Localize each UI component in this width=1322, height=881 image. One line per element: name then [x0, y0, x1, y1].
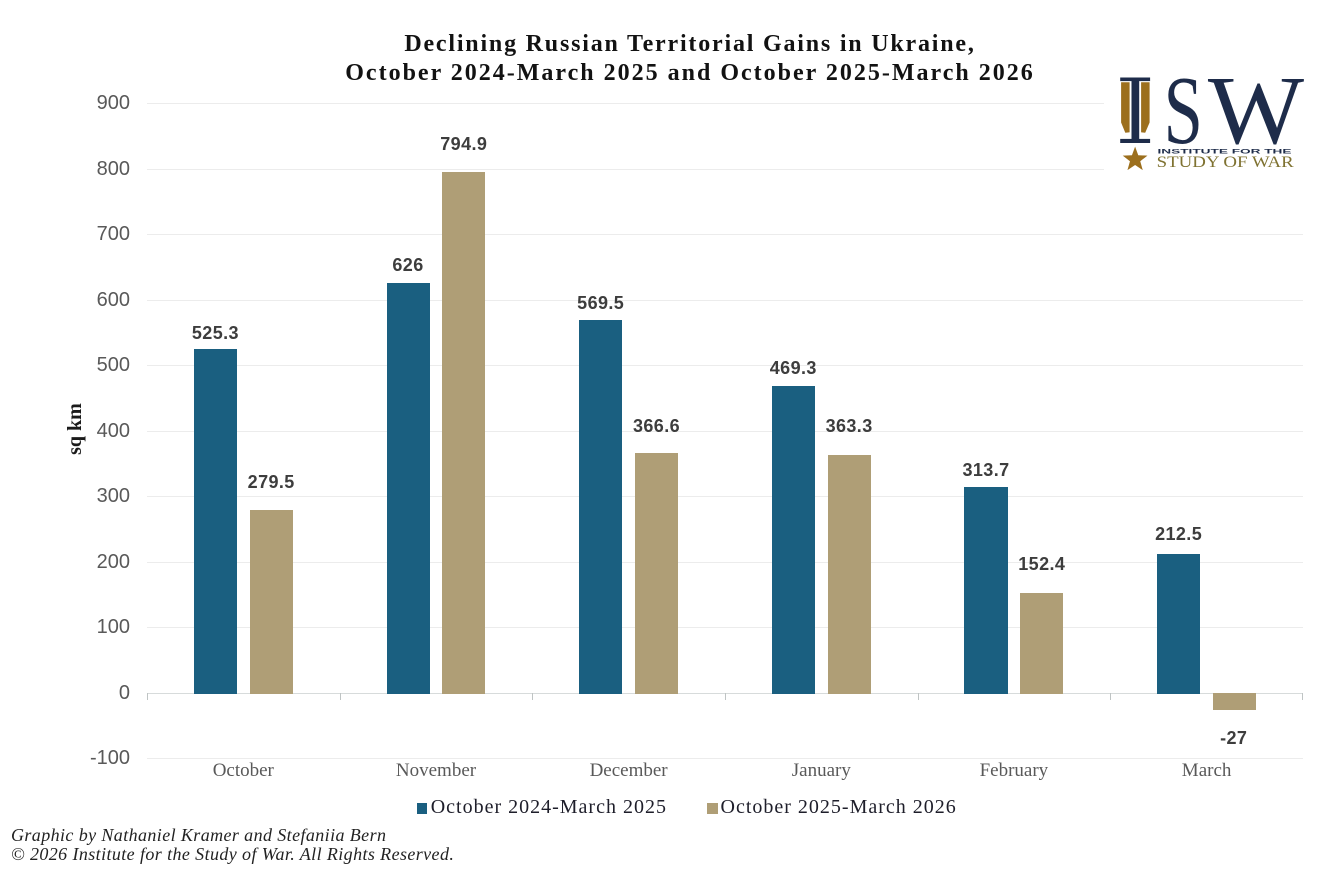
- svg-text:S: S: [1164, 66, 1203, 165]
- svg-text:W: W: [1208, 66, 1305, 165]
- svg-text:STUDY OF WAR: STUDY OF WAR: [1157, 154, 1294, 171]
- svg-text:INSTITUTE FOR THE: INSTITUTE FOR THE: [1158, 148, 1292, 155]
